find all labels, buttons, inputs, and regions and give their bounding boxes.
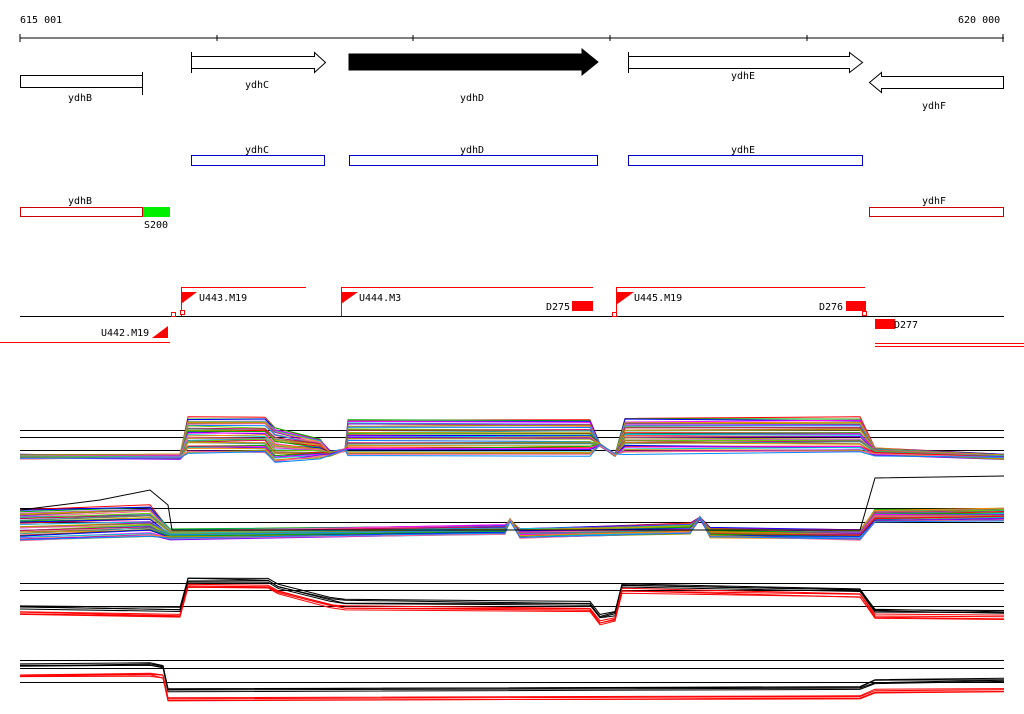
panel-3-trace [19, 583, 1005, 622]
expression-panel-1 [19, 416, 1005, 463]
feature-ydhF-box [869, 207, 1004, 217]
panel-4-trace [19, 663, 1005, 690]
segment-U443-flag-icon [181, 292, 197, 304]
segment-D277-box [875, 319, 895, 329]
gene-ydhD[interactable]: ydhD [348, 47, 599, 104]
transcript-track: U442.M19 U443.M19 U444.M3 D275 U445.M19 [0, 287, 1024, 347]
gene-ydhE-label: ydhE [731, 71, 755, 82]
segment-U443-marker [180, 310, 185, 315]
gene-ydhC-arrow [191, 51, 327, 74]
ruler-start-label: 615 001 [20, 15, 62, 26]
cds-ydhD-label: ydhD [460, 145, 484, 156]
segment-U445-flag-icon [616, 292, 634, 305]
gene-ydhD-label: ydhD [460, 93, 484, 104]
panel-2-trace [19, 475, 1005, 531]
segment-U445-label: U445.M19 [634, 293, 682, 304]
panel-4-trace [19, 675, 1005, 701]
cds-ydhE-label: ydhE [731, 145, 755, 156]
segment-U445-marker [612, 312, 617, 317]
gene-ydhE[interactable]: ydhE [628, 51, 864, 82]
gene-ydhE-arrow [628, 51, 864, 74]
gene-ydhB-label: ydhB [68, 93, 92, 104]
segment-D275-label: D275 [546, 302, 570, 313]
ruler-end-label: 620 000 [958, 15, 1000, 26]
feature-ydhB-box [20, 207, 143, 217]
segment-D276-marker [862, 311, 867, 316]
feature-ydhB-label: ydhB [68, 196, 92, 207]
segment-D276[interactable]: D276 [819, 301, 867, 316]
cds-ydhD[interactable]: ydhD [349, 145, 598, 166]
segment-U444[interactable]: U444.M3 [341, 287, 593, 317]
segment-D276-label: D276 [819, 302, 843, 313]
segment-U442-marker [171, 312, 176, 317]
panel-3-trace [19, 586, 1005, 626]
segment-D277[interactable]: D277 [875, 319, 1024, 347]
panel-1-trace [19, 443, 1005, 459]
panel-2-trace [19, 516, 1005, 541]
gene-ydhB-box [20, 75, 143, 88]
segment-U444-label: U444.M3 [359, 293, 401, 304]
segment-U443-label: U443.M19 [199, 293, 247, 304]
feature-S200-box [143, 207, 170, 217]
feature-ydhF[interactable]: ydhF [869, 196, 1004, 217]
cds-ydhC-label: ydhC [245, 145, 269, 156]
segment-D275-box [572, 301, 593, 311]
panel-1-trace [19, 442, 1005, 460]
segment-U442-flag-icon [152, 326, 168, 338]
segment-U442-label: U442.M19 [101, 328, 149, 339]
feature-ydhF-label: ydhF [922, 196, 946, 207]
segment-D277-label: D277 [894, 320, 918, 331]
gene-ydhC-label: ydhC [245, 80, 269, 91]
cds-track: ydhC ydhD ydhE [191, 145, 863, 166]
segment-U443[interactable]: U443.M19 [180, 287, 307, 317]
panel-4-trace [19, 664, 1005, 693]
panel-2-trace [19, 507, 1005, 531]
gene-ydhF[interactable]: ydhF [868, 71, 1004, 113]
expression-panel-2 [19, 475, 1005, 542]
feature-S200-label: S200 [144, 220, 168, 231]
segment-D275[interactable]: D275 [546, 301, 593, 313]
cds-ydhD-box [349, 155, 598, 166]
gene-track: ydhB ydhC ydhD ydhE ydhF [20, 47, 1004, 113]
gene-ydhF-label: ydhF [922, 101, 946, 112]
feature-ydhB[interactable]: ydhB [20, 196, 143, 217]
gene-ydhB[interactable]: ydhB [20, 72, 143, 104]
cds-ydhE[interactable]: ydhE [628, 145, 863, 166]
panel-4-trace [19, 674, 1005, 702]
coordinate-ruler: 615 001 620 000 [19, 15, 1004, 42]
cds-ydhE-box [628, 155, 863, 166]
segment-U444-flag-icon [341, 292, 358, 304]
panel-3-trace [19, 579, 1005, 619]
gene-ydhD-arrow [348, 47, 599, 77]
gene-ydhC[interactable]: ydhC [191, 51, 327, 91]
expression-panel-3 [19, 577, 1005, 626]
feature-S200[interactable]: S200 [143, 207, 170, 231]
panel-3-trace [19, 585, 1005, 624]
panel-3-trace [19, 581, 1005, 619]
cds-ydhC[interactable]: ydhC [191, 145, 325, 166]
expression-panel-4 [19, 660, 1005, 702]
segment-U445[interactable]: U445.M19 [612, 287, 866, 317]
panel-1-trace [19, 443, 1005, 463]
gene-ydhF-arrow [868, 71, 1004, 94]
cds-ydhC-box [191, 155, 325, 166]
segment-U442[interactable]: U442.M19 [0, 312, 176, 343]
feature-track: ydhB S200 ydhF [20, 196, 1004, 231]
segment-D276-box [846, 301, 866, 311]
